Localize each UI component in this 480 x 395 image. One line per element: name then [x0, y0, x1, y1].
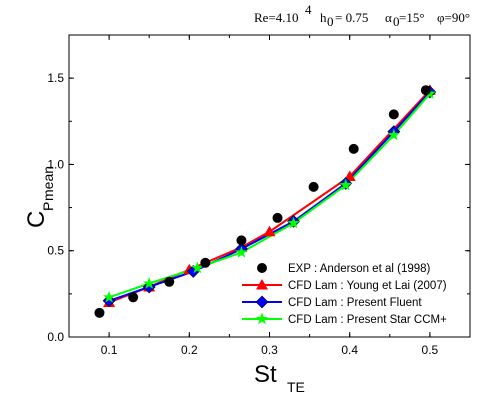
data-point — [143, 277, 156, 289]
legend: EXP : Anderson et al (1998) CFD Lam : You… — [242, 263, 447, 326]
legend-marker — [256, 279, 268, 290]
data-point — [287, 216, 300, 229]
y-tick-label: 0.0 — [47, 330, 64, 344]
reynolds-number: Re=4.10 — [254, 10, 299, 25]
data-point — [102, 290, 116, 303]
legend-marker — [255, 312, 269, 325]
data-point — [164, 276, 175, 287]
data-point — [142, 280, 156, 294]
series-group — [108, 93, 431, 299]
legend-label: EXP : Anderson et al (1998) — [288, 263, 431, 275]
y-tick-label: 0.5 — [47, 244, 64, 258]
series-layer — [94, 84, 437, 318]
data-point — [339, 178, 352, 191]
heave-symbol: h — [320, 10, 327, 25]
y-axis-label: C P mean — [23, 166, 56, 228]
data-point — [308, 181, 319, 192]
data-point — [102, 294, 116, 308]
heave-subscript: 0 — [327, 14, 334, 29]
data-point — [263, 225, 276, 237]
x-tick-label: 0.2 — [181, 343, 198, 357]
reynolds-exponent: 4 — [305, 2, 312, 17]
data-point — [191, 261, 204, 274]
x-tick-label: 0.1 — [101, 343, 118, 357]
series-line — [108, 93, 431, 299]
alpha-symbol: α — [385, 10, 392, 25]
legend-label: CFD Lam : Present Fluent — [288, 297, 422, 309]
x-tick-label: 0.3 — [261, 343, 278, 357]
phase-angle: φ=90° — [437, 10, 470, 25]
y-tick-label: 1.0 — [47, 157, 64, 171]
x-tick-label: 0.4 — [341, 343, 358, 357]
data-point — [236, 235, 247, 246]
legend-label: CFD Lam : Young et Lai (2007) — [288, 280, 447, 292]
x-tick-label: 0.5 — [422, 343, 439, 357]
y-tick-label: 1.5 — [47, 71, 64, 85]
legend-marker — [257, 263, 267, 273]
y-axis-label-main: C — [23, 211, 50, 228]
series-markers — [94, 85, 431, 318]
data-point — [94, 307, 105, 318]
data-point — [420, 85, 431, 96]
alpha-subscript: 0 — [393, 14, 400, 29]
data-point — [388, 109, 399, 120]
y-axis-label-sub: P — [40, 202, 56, 211]
data-point — [200, 257, 211, 268]
data-point — [128, 292, 139, 303]
data-point — [272, 212, 283, 223]
data-point — [235, 245, 248, 258]
legend-marker — [255, 295, 269, 309]
legend-label: CFD Lam : Present Star CCM+ — [288, 314, 447, 326]
alpha-value: =15° — [399, 10, 425, 25]
x-axis-label-subscript: TE — [287, 379, 305, 395]
data-point — [387, 128, 400, 141]
axis-ticks: 0.1 0.2 0.3 0.4 0.5 0.0 0.5 1.0 1.5 — [47, 34, 471, 357]
data-point — [348, 143, 359, 154]
y-axis-label-sub2: mean — [40, 166, 56, 201]
x-axis-label: St — [254, 361, 277, 388]
heave-value: = 0.75 — [335, 10, 368, 25]
